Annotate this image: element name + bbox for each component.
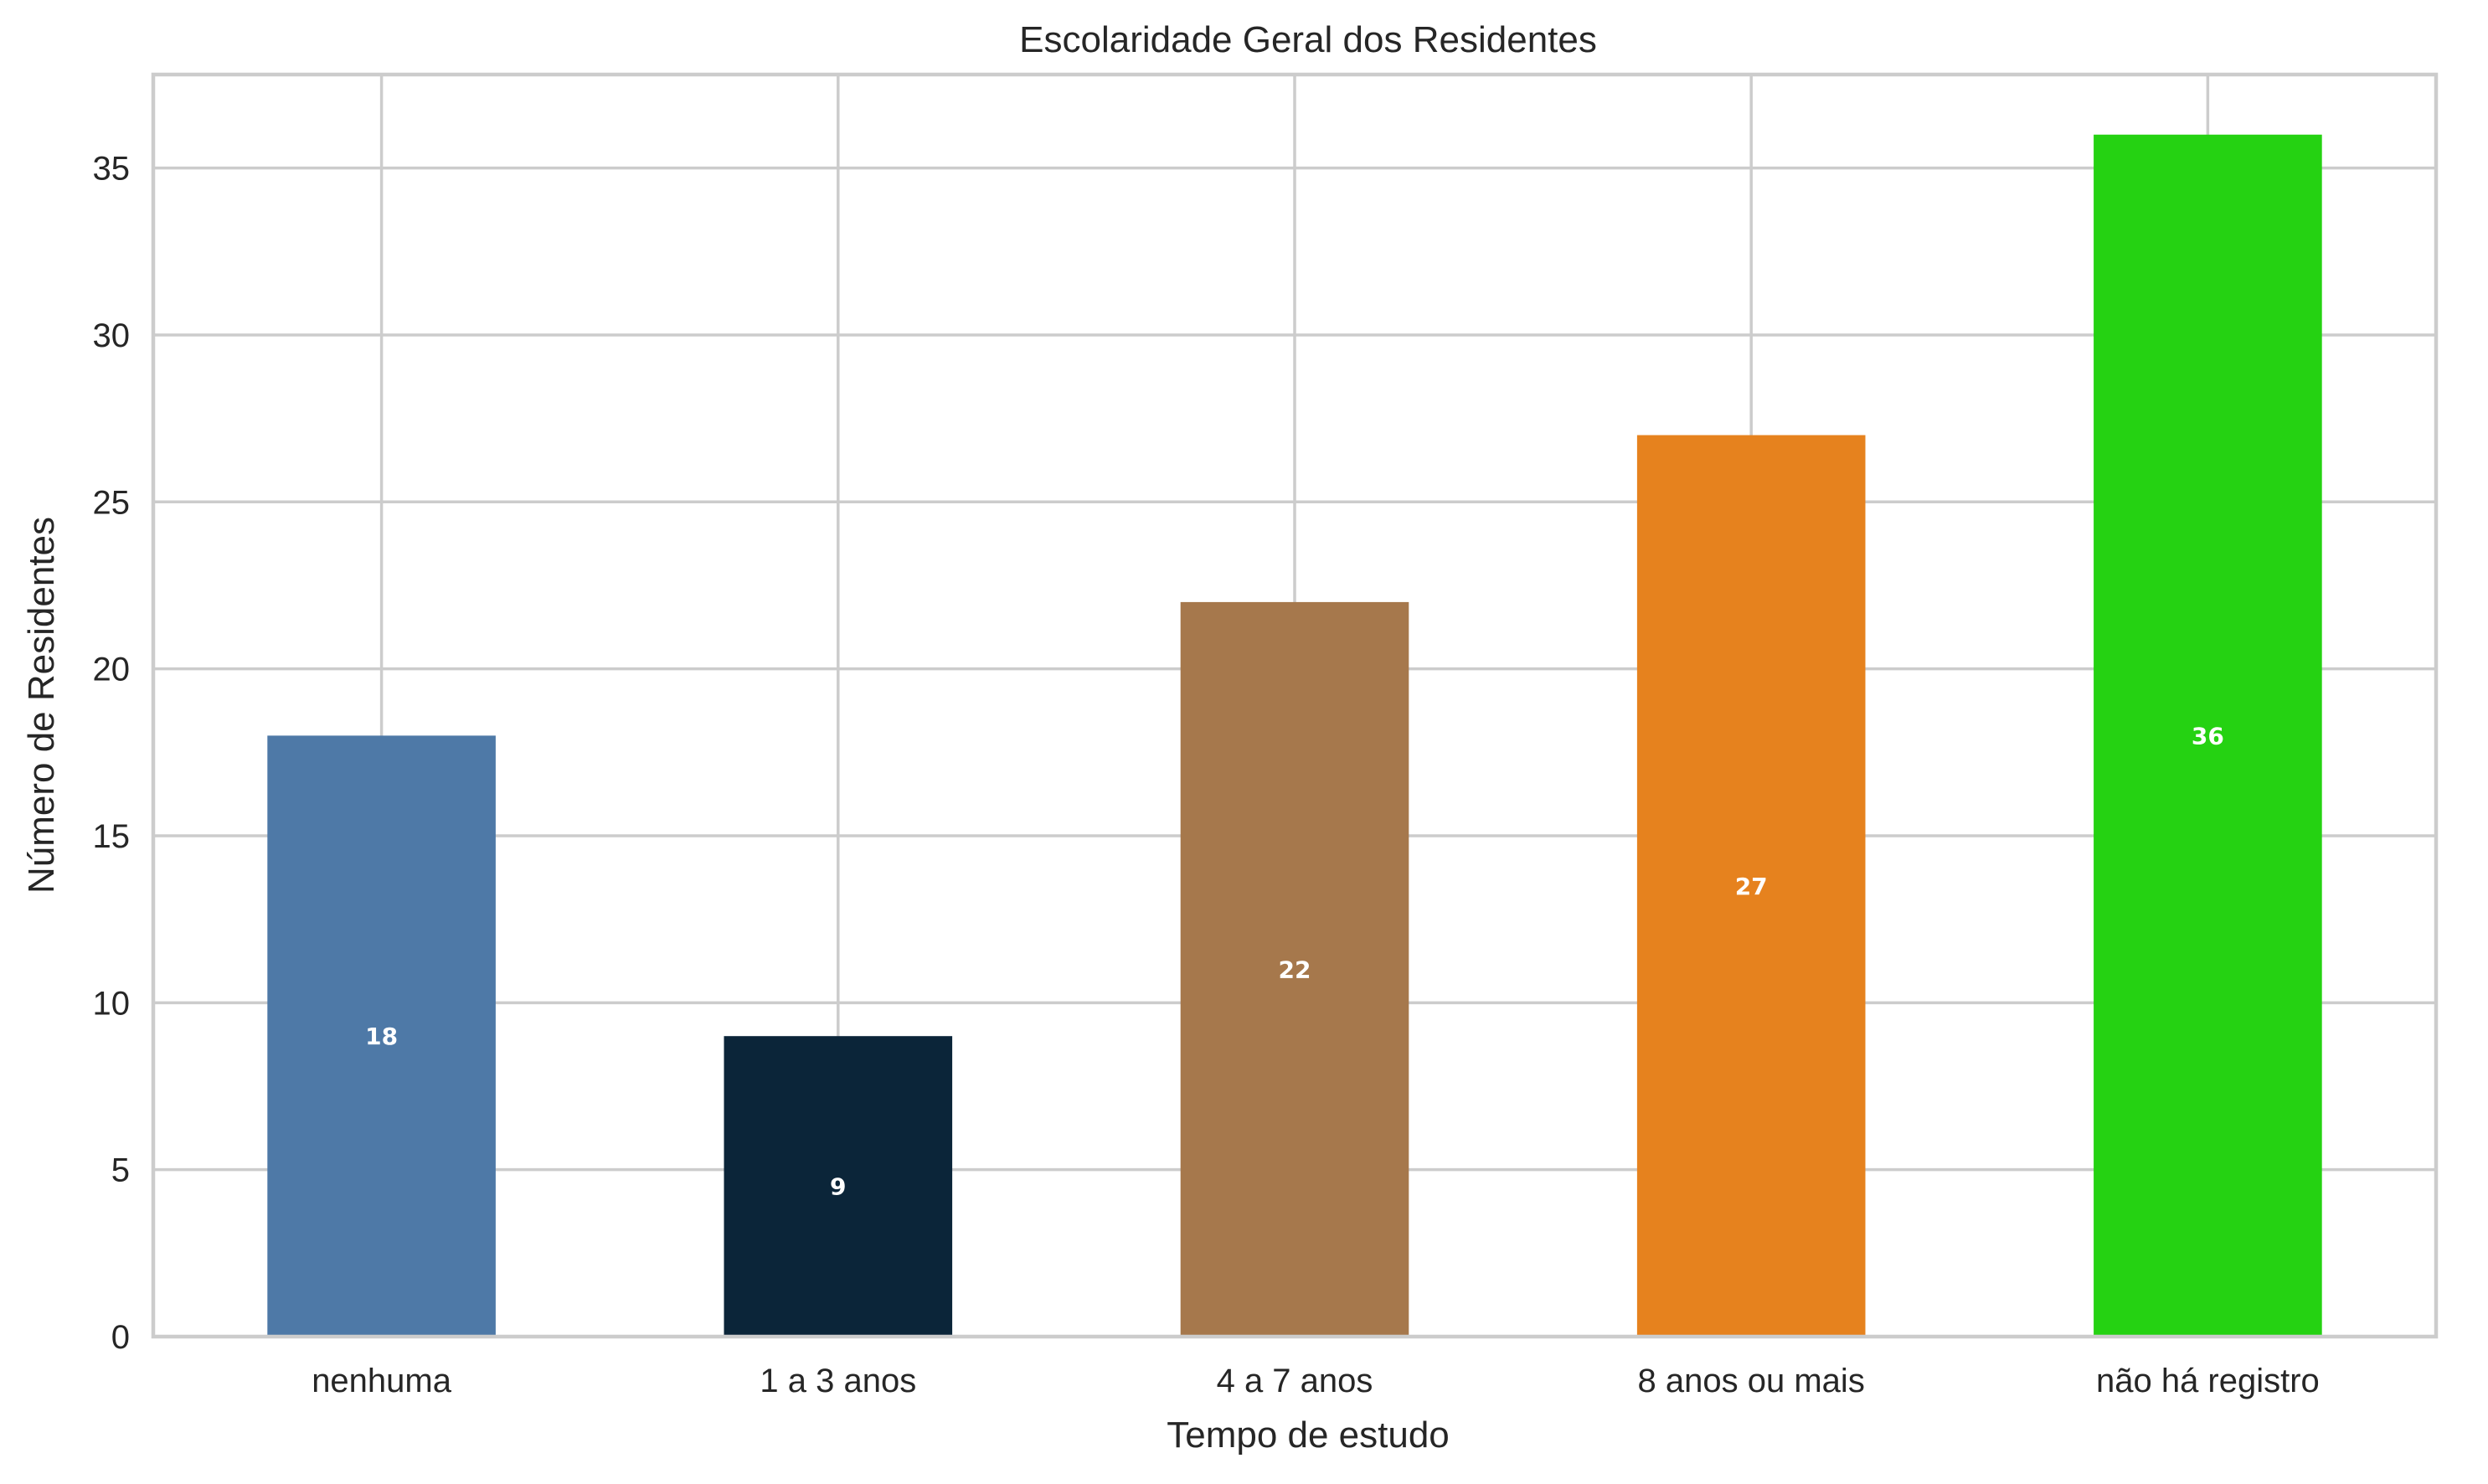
plot-frame — [151, 72, 2439, 1339]
x-tick-label: nenhuma — [312, 1363, 452, 1399]
bar-value-labels: 18 9 22 27 36 — [365, 722, 2224, 1200]
y-axis-label: Número de Residentes — [21, 517, 62, 894]
y-tick-label: 0 — [111, 1319, 130, 1356]
x-tick-label: 1 a 3 anos — [760, 1363, 916, 1399]
y-tick-label: 30 — [93, 317, 131, 354]
x-tick-label: 4 a 7 anos — [1217, 1363, 1373, 1399]
y-tick-label: 25 — [93, 484, 131, 521]
bar-value-label: 22 — [1279, 956, 1311, 983]
bar-value-label: 18 — [365, 1023, 398, 1050]
y-tick-label: 10 — [93, 985, 131, 1022]
y-tick-label: 5 — [111, 1152, 130, 1189]
y-axis-ticks: 0 5 10 15 20 25 30 35 — [93, 151, 131, 1356]
bars — [267, 134, 2322, 1337]
x-axis-label: Tempo de estudo — [1167, 1414, 1450, 1456]
bar — [724, 1036, 953, 1337]
y-tick-label: 15 — [93, 818, 131, 855]
x-tick-label: não há registro — [2096, 1363, 2320, 1399]
y-tick-label: 20 — [93, 652, 131, 688]
bar-value-label: 36 — [2192, 722, 2224, 750]
bar — [267, 735, 496, 1337]
bar-value-label: 27 — [1735, 873, 1768, 900]
bar-value-label: 9 — [830, 1173, 846, 1201]
x-tick-label: 8 anos ou mais — [1638, 1363, 1865, 1399]
bar — [1636, 435, 1866, 1337]
y-tick-label: 35 — [93, 151, 131, 188]
bar — [1180, 601, 1409, 1337]
chart-title: Escolaridade Geral dos Residentes — [1019, 19, 1597, 60]
x-axis-ticks: nenhuma 1 a 3 anos 4 a 7 anos 8 anos ou mai… — [312, 1363, 2320, 1399]
bar — [2094, 134, 2322, 1337]
